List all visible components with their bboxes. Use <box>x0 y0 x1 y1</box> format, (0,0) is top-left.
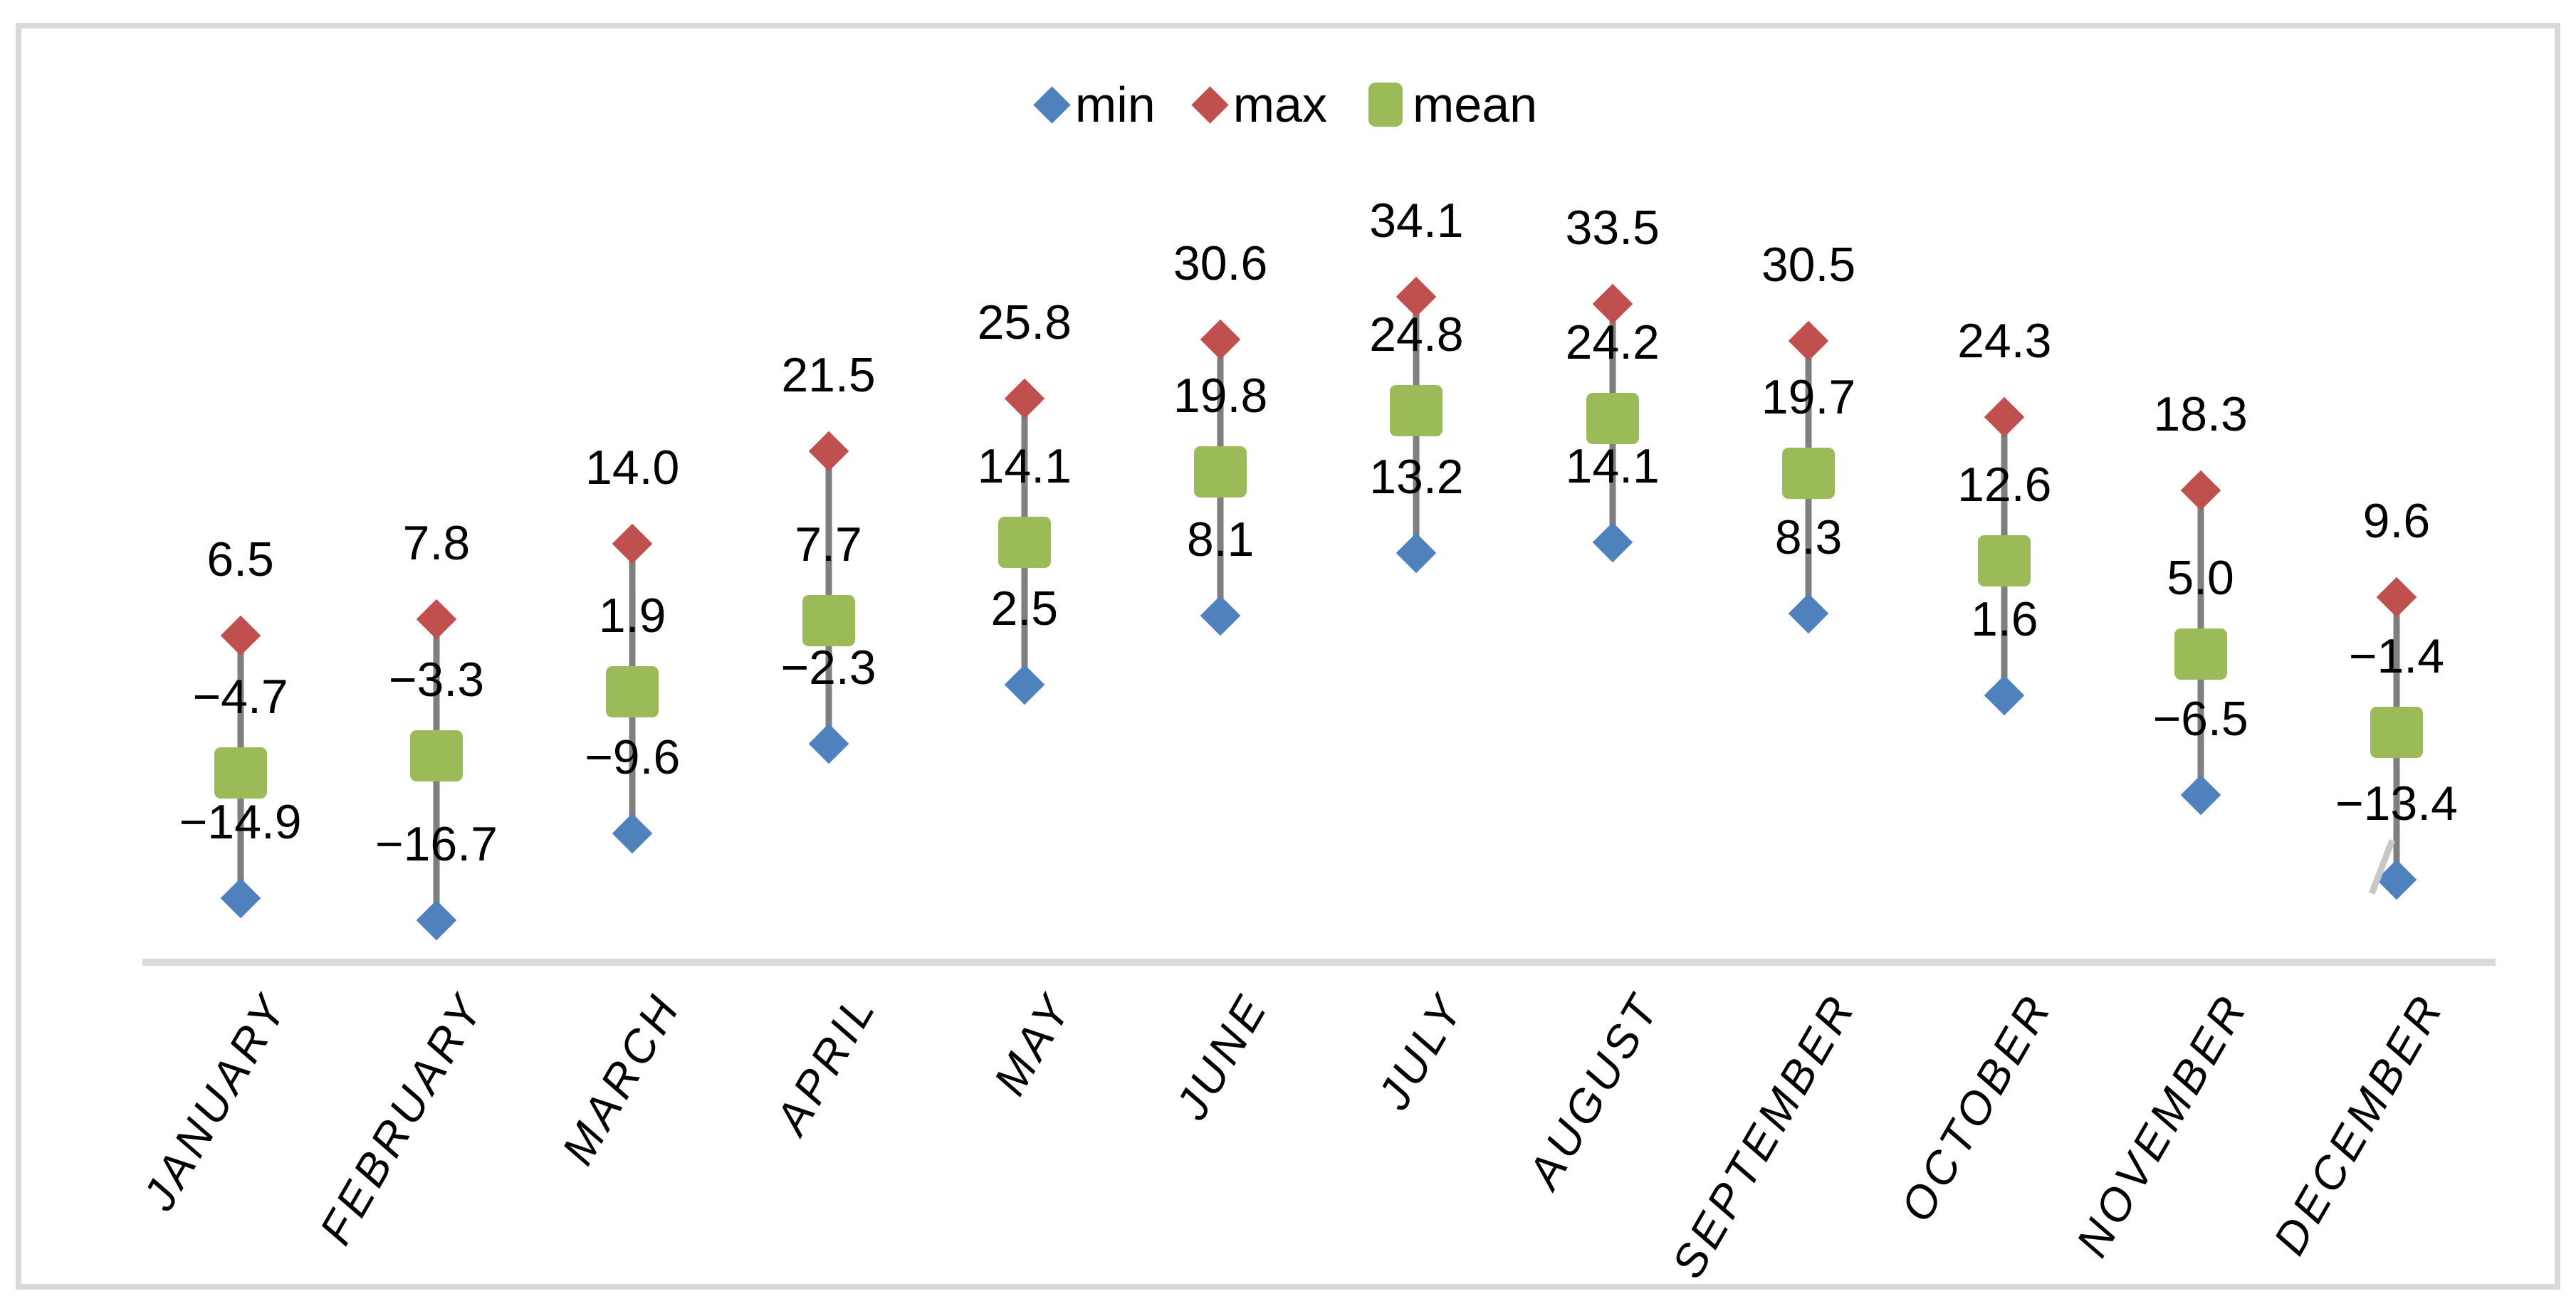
mean-marker[interactable] <box>1978 535 2031 586</box>
mean-data-label: 12.6 <box>1957 457 2052 512</box>
mean-marker[interactable] <box>998 516 1051 568</box>
min-data-label: −13.4 <box>2335 776 2458 831</box>
chart-legend: min max mean <box>0 80 2576 130</box>
max-data-label: 34.1 <box>1369 193 1464 248</box>
mean-marker[interactable] <box>2370 707 2423 759</box>
mean-data-label: 24.2 <box>1565 315 1660 369</box>
max-diamond-icon <box>1191 85 1229 124</box>
legend-label-mean: mean <box>1412 77 1538 132</box>
mean-data-label: −4.7 <box>192 670 288 725</box>
max-data-label: 18.3 <box>2153 387 2248 442</box>
mean-data-label: −1.4 <box>2348 629 2445 684</box>
min-data-label: −9.6 <box>585 730 681 784</box>
min-data-label: 8.1 <box>1186 512 1255 567</box>
mean-marker[interactable] <box>409 730 463 781</box>
mean-marker[interactable] <box>606 666 659 718</box>
min-data-label: −6.5 <box>2152 692 2248 747</box>
max-data-label: 30.5 <box>1761 237 1856 292</box>
x-axis-line <box>142 959 2496 966</box>
min-data-label: 14.1 <box>1565 438 1660 493</box>
legend-label-min: min <box>1074 77 1156 132</box>
max-data-label: 9.6 <box>2362 494 2431 549</box>
legend-item-max[interactable]: max <box>1191 77 1327 132</box>
chart-border-frame <box>16 23 2560 1290</box>
min-data-label: 1.6 <box>1971 592 2038 647</box>
mean-data-label: 7.7 <box>795 517 862 572</box>
mean-marker[interactable] <box>802 595 855 647</box>
max-data-label: 24.3 <box>1957 313 2052 368</box>
min-diamond-icon <box>1033 85 1071 124</box>
mean-data-label: 19.8 <box>1173 369 1268 423</box>
legend-label-max: max <box>1232 77 1327 132</box>
mean-data-label: 19.7 <box>1761 370 1856 425</box>
mean-square-icon <box>1368 83 1403 127</box>
min-data-label: 8.3 <box>1774 510 1843 564</box>
min-data-label: 2.5 <box>990 581 1059 636</box>
mean-data-label: 5.0 <box>2167 550 2234 605</box>
min-data-label: −2.3 <box>780 640 876 695</box>
mean-marker[interactable] <box>2174 628 2227 680</box>
max-data-label: 7.8 <box>402 516 471 571</box>
max-data-label: 21.5 <box>781 348 876 403</box>
mean-marker[interactable] <box>1586 392 1639 444</box>
mean-data-label: −3.3 <box>388 652 485 707</box>
min-data-label: −14.9 <box>179 795 302 850</box>
max-data-label: 33.5 <box>1565 201 1660 256</box>
min-data-label: 13.2 <box>1369 450 1464 505</box>
legend-item-min[interactable]: min <box>1033 77 1156 132</box>
mean-data-label: 14.1 <box>977 438 1072 493</box>
max-data-label: 14.0 <box>585 440 680 495</box>
max-data-label: 6.5 <box>206 532 274 586</box>
min-data-label: −16.7 <box>375 817 498 872</box>
mean-marker[interactable] <box>1782 448 1835 500</box>
mean-data-label: 1.9 <box>598 589 666 643</box>
max-data-label: 30.6 <box>1173 236 1268 291</box>
mean-marker[interactable] <box>1194 446 1247 498</box>
max-data-label: 25.8 <box>977 295 1072 349</box>
legend-item-mean[interactable]: mean <box>1368 80 1537 130</box>
mean-data-label: 24.8 <box>1369 307 1464 362</box>
mean-marker[interactable] <box>1390 385 1443 437</box>
mean-marker[interactable] <box>214 747 267 799</box>
